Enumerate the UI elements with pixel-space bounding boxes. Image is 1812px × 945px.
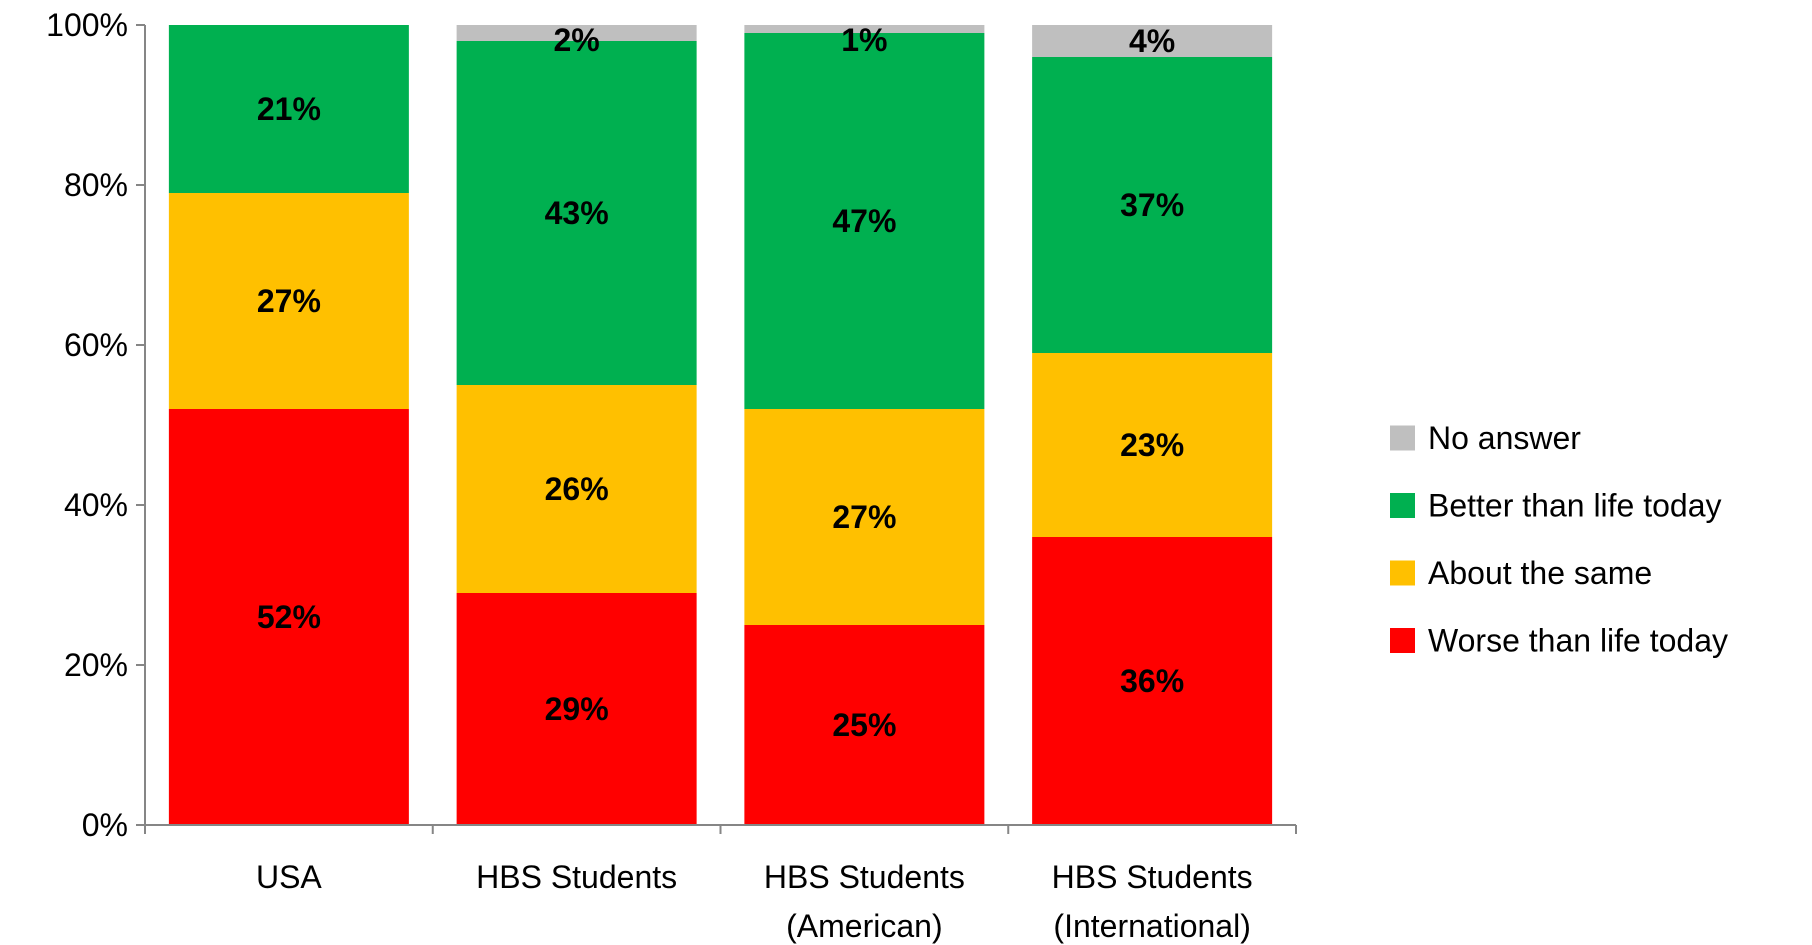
x-category-label: HBS Students: [476, 859, 677, 895]
y-tick-label: 100%: [46, 7, 128, 43]
x-category-label: HBS Students: [764, 859, 965, 895]
x-category-label: (American): [786, 908, 942, 944]
y-tick-label: 60%: [64, 327, 128, 363]
legend-swatch: [1390, 425, 1415, 451]
x-category-label: (International): [1053, 908, 1250, 944]
bar-segment: [1032, 57, 1273, 353]
legend-item: No answer: [1390, 420, 1581, 456]
legend-item: Better than life today: [1390, 488, 1722, 524]
data-label: 4%: [1129, 23, 1175, 59]
legend-label: About the same: [1428, 555, 1652, 591]
x-category-label: HBS Students: [1052, 859, 1253, 895]
data-label: 2%: [554, 22, 600, 58]
y-tick-label: 0%: [82, 807, 128, 843]
bar-segment: [168, 193, 409, 409]
y-tick-label: 80%: [64, 167, 128, 203]
data-label: 25%: [832, 707, 896, 743]
axes: 0% 20% 40% 60% 80% 100% USA HBS Students HBS Stu…: [46, 7, 1297, 944]
bar-segment: [456, 41, 697, 385]
data-label: 26%: [545, 471, 609, 507]
legend-label: No answer: [1428, 420, 1581, 456]
bars-layer: [168, 25, 1273, 825]
bar-segment: [456, 25, 697, 41]
bar-segment: [168, 409, 409, 825]
legend: No answer Better than life today About the…: [1390, 420, 1728, 659]
y-tick-label: 40%: [64, 487, 128, 523]
bar-segment: [168, 25, 409, 193]
legend-swatch: [1390, 493, 1415, 518]
legend-label: Better than life today: [1428, 488, 1722, 524]
data-label: 43%: [545, 195, 609, 231]
bar-segment: [744, 625, 985, 825]
data-label: 23%: [1120, 427, 1184, 463]
bar-segment: [744, 409, 985, 625]
data-label: 27%: [832, 499, 896, 535]
bar-segment: [456, 593, 697, 825]
legend-label: Worse than life today: [1428, 623, 1728, 659]
data-label: 37%: [1120, 187, 1184, 223]
data-label: 29%: [545, 691, 609, 727]
bar-segment: [1032, 353, 1273, 537]
data-label: 36%: [1120, 663, 1184, 699]
bar-segment: [1032, 25, 1273, 57]
legend-swatch: [1390, 628, 1415, 653]
bar-segment: [744, 33, 985, 409]
legend-item: About the same: [1390, 555, 1652, 591]
legend-item: Worse than life today: [1390, 623, 1728, 659]
data-label: 47%: [832, 203, 896, 239]
bar-segment: [744, 25, 985, 33]
bar-segment: [456, 385, 697, 593]
data-label: 27%: [257, 283, 321, 319]
data-label: 52%: [257, 599, 321, 635]
y-tick-label: 20%: [64, 647, 128, 683]
data-label: 1%: [841, 22, 887, 58]
data-labels: 52% 27% 21% 29% 26% 43% 2% 25% 27% 47% 1% 36% 23% 37%…: [257, 22, 1184, 743]
x-category-label: USA: [256, 859, 322, 895]
bar-segment: [1032, 537, 1273, 825]
data-label: 21%: [257, 91, 321, 127]
legend-swatch: [1390, 560, 1415, 586]
